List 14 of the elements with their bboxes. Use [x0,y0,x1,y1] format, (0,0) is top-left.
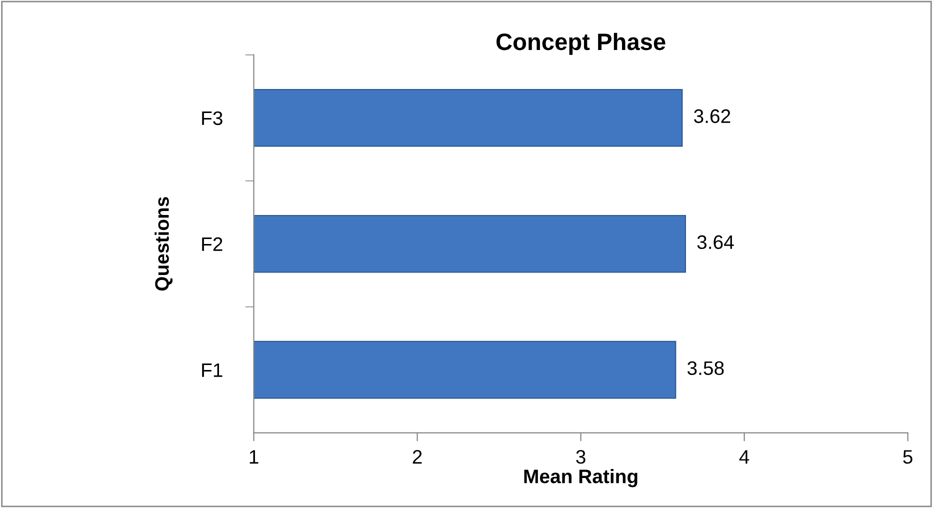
y-tick-label: F1 [202,363,222,377]
data-label: 3.62 [694,109,730,124]
data-label: 3.58 [687,361,724,376]
y-axis-title: Questions [154,197,173,291]
y-tick-label: F3 [202,111,222,126]
chart-title: Concept Phase [496,32,666,55]
x-tick-label: 2 [412,450,422,464]
x-axis-title: Mean Rating [524,468,638,488]
x-tick-label: 4 [739,450,750,464]
x-tick-label: 5 [903,450,912,464]
data-label: 3.64 [697,235,734,250]
x-tick-label: 3 [576,450,586,464]
x-tick-label: 1 [250,450,258,464]
y-tick-label: F2 [202,237,222,251]
